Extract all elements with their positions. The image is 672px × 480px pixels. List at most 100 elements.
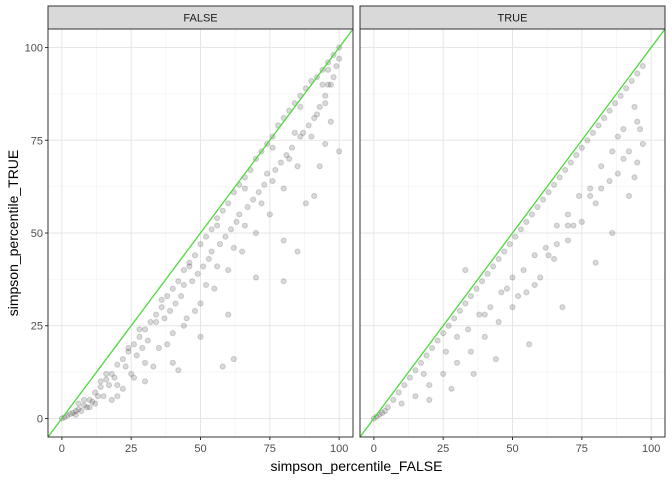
scatter-point — [587, 192, 594, 200]
y-tick-label: 0 — [37, 413, 43, 425]
scatter-point — [208, 226, 215, 233]
scatter-point — [78, 407, 85, 415]
scatter-point — [625, 192, 633, 200]
scatter-point — [442, 348, 450, 355]
scatter-point — [175, 367, 182, 374]
scatter-point — [324, 81, 332, 88]
x-tick-label: 75 — [576, 443, 588, 455]
scatter-point — [158, 296, 165, 303]
x-axis-title: simpson_percentile_FALSE — [271, 458, 443, 474]
scatter-point — [103, 370, 110, 378]
scatter-point — [484, 270, 491, 277]
scatter-point — [252, 229, 260, 237]
scatter-point — [205, 255, 212, 263]
scatter-point — [125, 344, 132, 352]
scatter-point — [191, 252, 199, 259]
scatter-point — [514, 292, 522, 300]
scatter-point — [133, 352, 140, 359]
scatter-point — [297, 133, 304, 140]
scatter-point — [462, 300, 469, 307]
scatter-point — [550, 181, 558, 188]
scatter-point — [564, 211, 572, 218]
scatter-point — [467, 348, 475, 355]
scatter-point — [244, 203, 251, 211]
scatter-point — [86, 404, 93, 411]
scatter-point — [164, 292, 171, 300]
scatter-point — [553, 241, 560, 248]
scatter-point — [86, 396, 93, 404]
scatter-point — [631, 103, 638, 110]
scatter-point — [478, 278, 486, 285]
scatter-point — [573, 152, 580, 159]
scatter-point — [609, 148, 616, 155]
scatter-point — [336, 55, 343, 62]
scatter-point — [108, 396, 115, 404]
scatter-point — [333, 62, 340, 70]
scatter-point — [311, 192, 318, 200]
scatter-point — [322, 92, 329, 99]
scatter-point — [611, 100, 619, 107]
scatter-point — [528, 211, 536, 218]
scatter-point — [417, 359, 425, 366]
scatter-point — [269, 177, 276, 185]
scatter-point — [169, 359, 176, 366]
scatter-point — [294, 248, 301, 255]
scatter-point — [80, 396, 88, 404]
scatter-point — [186, 259, 193, 266]
scatter-point — [426, 396, 433, 404]
scatter-point — [214, 263, 221, 270]
scatter-point — [308, 133, 315, 140]
scatter-point — [238, 248, 246, 255]
scatter-point — [191, 307, 199, 314]
scatter-point — [445, 322, 452, 329]
reference-line — [360, 29, 665, 437]
scatter-point — [269, 144, 276, 151]
scatter-point — [277, 159, 285, 166]
scatter-point — [227, 226, 235, 233]
scatter-point — [297, 103, 304, 110]
scatter-point — [172, 300, 179, 307]
scatter-point — [327, 118, 334, 125]
scatter-point — [283, 152, 290, 159]
scatter-point — [584, 137, 591, 144]
scatter-point — [550, 255, 558, 263]
scatter-point — [169, 330, 176, 337]
scatter-point — [423, 352, 430, 359]
scatter-point — [313, 111, 321, 118]
scatter-point — [578, 218, 585, 225]
scatter-point — [316, 163, 323, 170]
scatter-point — [634, 70, 641, 77]
y-tick-label: 75 — [31, 135, 43, 147]
x-tick-label: 75 — [264, 443, 276, 455]
scatter-point — [440, 370, 447, 378]
scatter-point — [250, 196, 257, 203]
scatter-point — [609, 229, 616, 237]
scatter-point — [72, 407, 79, 415]
scatter-point — [465, 326, 472, 333]
scatter-point — [141, 326, 149, 333]
scatter-point — [578, 144, 585, 151]
scatter-point — [189, 278, 196, 285]
x-tick-label: 50 — [506, 443, 518, 455]
scatter-point — [453, 359, 461, 366]
scatter-point — [398, 400, 405, 407]
scatter-point — [539, 196, 547, 203]
scatter-point — [286, 155, 293, 162]
scatter-point — [136, 333, 143, 340]
scatter-point — [233, 218, 240, 225]
x-tick-label: 100 — [642, 443, 660, 455]
scatter-point — [512, 233, 519, 240]
scatter-point — [542, 244, 549, 251]
scatter-point — [623, 85, 630, 92]
scatter-point — [587, 185, 594, 192]
scatter-point — [567, 159, 574, 166]
scatter-point — [108, 370, 115, 378]
scatter-point — [202, 281, 210, 289]
scatter-point — [225, 200, 232, 207]
scatter-point — [114, 381, 121, 389]
scatter-point — [302, 200, 309, 207]
scatter-point — [136, 326, 143, 333]
scatter-point — [214, 222, 221, 229]
scatter-point — [495, 318, 502, 326]
scatter-point — [492, 356, 499, 363]
